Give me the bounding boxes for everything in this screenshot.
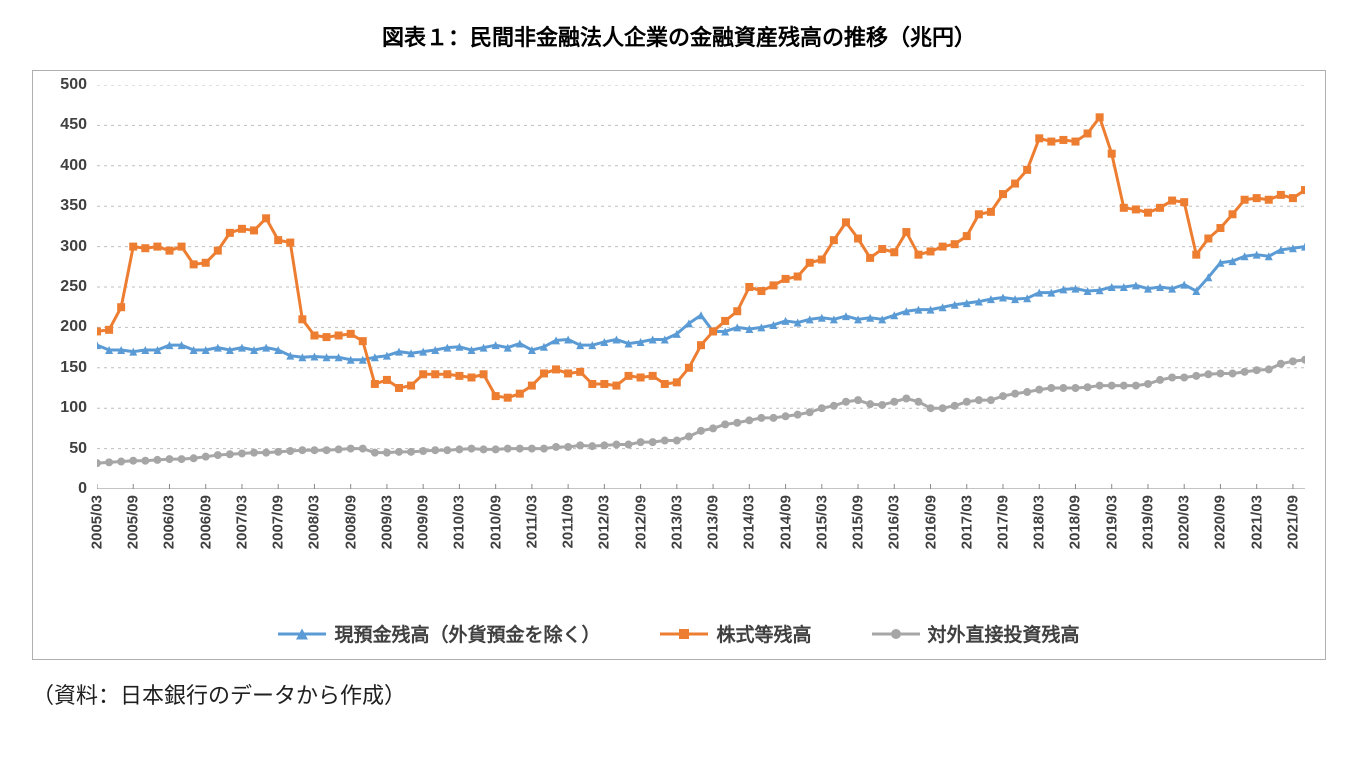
series-line-fdi — [97, 360, 1305, 463]
x-tick-label: 2015/03 — [813, 495, 830, 549]
y-tick-label: 350 — [60, 197, 87, 215]
chart-svg — [97, 85, 1305, 489]
y-tick-label: 100 — [60, 399, 87, 417]
x-tick-label: 2018/09 — [1067, 495, 1084, 549]
x-tick-label: 2017/09 — [995, 495, 1012, 549]
y-tick-label: 150 — [60, 359, 87, 377]
x-tick-label: 2009/03 — [378, 495, 395, 549]
x-tick-label: 2014/09 — [777, 495, 794, 549]
x-tick-label: 2019/09 — [1139, 495, 1156, 549]
legend-swatch — [660, 624, 708, 644]
x-tick-label: 2011/03 — [523, 495, 540, 548]
x-tick-label: 2012/03 — [596, 495, 613, 549]
y-tick-label: 300 — [60, 238, 87, 256]
legend-label: 現預金残高（外貨預金を除く） — [334, 620, 600, 647]
x-tick-label: 2013/09 — [705, 495, 722, 549]
x-tick-label: 2005/03 — [89, 495, 106, 549]
x-tick-label: 2019/03 — [1103, 495, 1120, 549]
x-tick-label: 2010/09 — [487, 495, 504, 549]
y-tick-label: 500 — [60, 76, 87, 94]
source-note: （資料：日本銀行のデータから作成） — [32, 678, 1326, 710]
legend-item-cash_deposits: 現預金残高（外貨預金を除く） — [278, 620, 600, 647]
series-line-equities — [97, 117, 1305, 397]
x-tick-label: 2005/09 — [125, 495, 142, 549]
x-tick-label: 2020/03 — [1176, 495, 1193, 549]
y-tick-label: 450 — [60, 116, 87, 134]
x-tick-label: 2006/09 — [197, 495, 214, 549]
y-tick-label: 50 — [69, 440, 87, 458]
x-tick-label: 2007/09 — [270, 495, 287, 549]
x-tick-label: 2013/03 — [668, 495, 685, 549]
x-tick-label: 2012/09 — [632, 495, 649, 549]
x-tick-label: 2016/03 — [886, 495, 903, 549]
legend-label: 株式等残高 — [716, 620, 811, 647]
chart-title: 図表１：民間非金融法人企業の金融資産残高の推移（兆円） — [0, 20, 1358, 52]
plot-area — [97, 85, 1305, 489]
x-axis: 2005/032005/092006/032006/092007/032007/… — [97, 495, 1305, 615]
series-markers-equities — [97, 113, 1305, 401]
x-tick-label: 2016/09 — [922, 495, 939, 549]
x-tick-label: 2021/09 — [1284, 495, 1301, 549]
y-tick-label: 0 — [78, 480, 87, 498]
page-root: 図表１：民間非金融法人企業の金融資産残高の推移（兆円） 0 50 100 150 200… — [0, 0, 1358, 780]
y-axis: 050100150200250300350400450500 — [45, 85, 93, 489]
legend-swatch — [872, 624, 920, 644]
x-tick-label: 2021/03 — [1248, 495, 1265, 549]
legend: 現預金残高（外貨預金を除く） 株式等残高 対外直接投資残高 — [33, 620, 1325, 647]
x-tick-label: 2015/09 — [850, 495, 867, 549]
x-tick-label: 2006/03 — [161, 495, 178, 549]
y-tick-label: 250 — [60, 278, 87, 296]
x-tick-label: 2011/09 — [560, 495, 577, 548]
x-tick-label: 2010/03 — [451, 495, 468, 549]
legend-label: 対外直接投資残高 — [928, 620, 1080, 647]
legend-item-equities: 株式等残高 — [660, 620, 811, 647]
legend-swatch — [278, 624, 326, 644]
y-tick-label: 400 — [60, 157, 87, 175]
y-tick-label: 200 — [60, 318, 87, 336]
legend-item-fdi: 対外直接投資残高 — [872, 620, 1080, 647]
x-tick-label: 2007/03 — [233, 495, 250, 549]
x-tick-label: 2018/03 — [1031, 495, 1048, 549]
chart-container: 0 50 100 150 200 250 300 350 400 450 500 2005/03 20… — [32, 70, 1326, 660]
x-tick-label: 2014/03 — [741, 495, 758, 549]
x-tick-label: 2009/09 — [415, 495, 432, 549]
x-tick-label: 2017/03 — [958, 495, 975, 549]
x-tick-label: 2008/03 — [306, 495, 323, 549]
x-tick-label: 2020/09 — [1212, 495, 1229, 549]
x-tick-label: 2008/09 — [342, 495, 359, 549]
series-markers-fdi — [97, 356, 1305, 467]
